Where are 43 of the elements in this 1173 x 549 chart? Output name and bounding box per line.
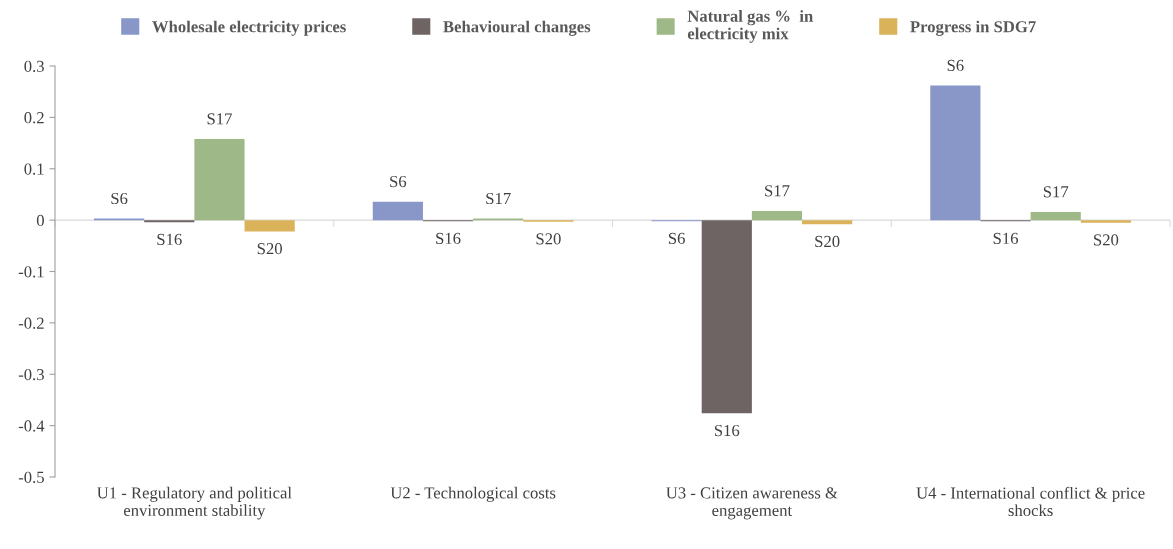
data-label: S17 [207, 113, 232, 125]
bar [1080, 220, 1131, 223]
data-label: S20 [1094, 234, 1119, 246]
bar [930, 85, 981, 221]
y-tick-label: 0.3 [24, 60, 44, 73]
bar [244, 220, 295, 232]
bar [1030, 211, 1081, 221]
legend-label: Progress in SDG7 [910, 20, 1036, 36]
data-label: S17 [765, 185, 790, 197]
data-label: S6 [668, 232, 685, 244]
data-label: S20 [257, 243, 282, 255]
data-label: S17 [1043, 186, 1069, 198]
legend-label: Wholesale electricity prices [152, 20, 346, 36]
data-label: S16 [714, 424, 740, 437]
x-tick-label: U1 - Regulatory and political environment stability [97, 486, 292, 520]
x-tick-label: U3 - Citizen awareness & engagement [666, 487, 838, 520]
y-tick-label: 0.2 [24, 112, 44, 124]
data-label: S6 [111, 192, 128, 205]
legend-label: Natural gas % in electricity mix [687, 10, 813, 43]
x-tick-label: U4 - International conflict & price shocks [916, 486, 1145, 517]
bar [194, 138, 245, 221]
data-label: S16 [436, 232, 461, 244]
bar [372, 201, 423, 221]
y-tick-label: -0.4 [18, 420, 45, 432]
legend-label: Behavioural changes [443, 20, 591, 36]
bar [751, 210, 803, 221]
data-label: S16 [993, 232, 1019, 244]
data-label: S6 [947, 59, 964, 72]
bar [802, 220, 853, 225]
data-label: S17 [486, 192, 511, 205]
y-tick-label: -0.5 [18, 471, 44, 484]
y-tick-label: 0.1 [24, 163, 44, 175]
y-tick-label: 0 [36, 214, 44, 227]
x-tick-label: U2 - Technological costs [390, 486, 556, 502]
data-label: S20 [815, 235, 840, 248]
data-label: S6 [390, 175, 407, 188]
data-label: S20 [536, 233, 561, 245]
y-tick-label: -0.2 [18, 317, 44, 329]
bar [144, 220, 195, 223]
y-tick-label: -0.1 [18, 266, 44, 278]
y-tick-label: -0.3 [18, 368, 44, 381]
data-label: S16 [157, 233, 182, 246]
bar [701, 220, 752, 414]
